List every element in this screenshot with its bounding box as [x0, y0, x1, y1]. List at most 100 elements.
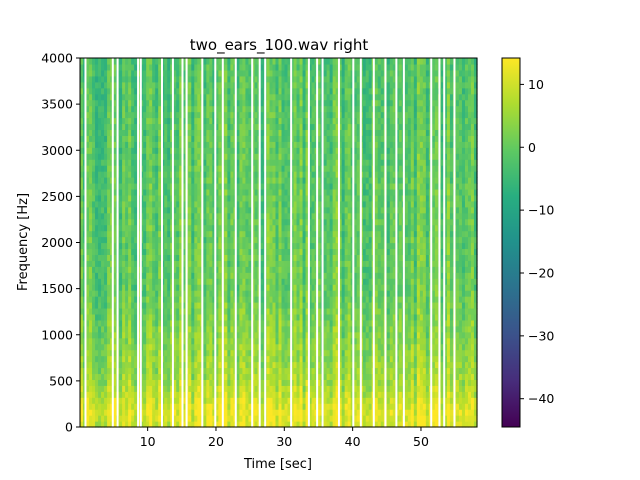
spectrogram-cell	[89, 123, 93, 131]
spectrogram-cell	[167, 397, 171, 404]
spectrogram-cell	[224, 224, 228, 232]
spectrogram-cell	[119, 355, 123, 363]
spectrogram-cell	[173, 224, 177, 232]
spectrogram-cell	[197, 129, 201, 136]
spectrogram-cell	[152, 69, 156, 77]
spectrogram-cell	[173, 325, 177, 333]
spectrogram-cell	[155, 218, 159, 226]
spectrogram-cell	[212, 177, 216, 184]
spectrogram-cell	[158, 177, 162, 184]
spectrogram-cell	[179, 236, 183, 244]
spectrogram-cell	[212, 313, 216, 321]
spectrogram-cell	[227, 182, 231, 190]
spectrogram-cell	[203, 337, 207, 345]
spectrogram-cell	[194, 343, 198, 351]
spectrogram-cell	[209, 58, 213, 65]
spectrogram-cell	[125, 391, 129, 398]
spectrogram-cell	[92, 349, 96, 357]
spectrogram-cell	[140, 391, 144, 398]
spectrogram-cell	[107, 159, 111, 166]
spectrogram-cell	[173, 385, 177, 392]
spectrogram-cell	[125, 278, 129, 285]
spectrogram-cell	[203, 135, 207, 142]
spectrogram-cell	[176, 182, 180, 190]
spectrogram-cell	[140, 361, 144, 369]
spectrogram-cell	[182, 129, 186, 136]
spectrogram-cell	[164, 117, 168, 125]
spectrogram-cell	[113, 349, 117, 357]
spectrogram-cell	[95, 159, 99, 166]
spectrogram-cell	[107, 75, 111, 83]
spectrogram-cell	[236, 284, 240, 291]
spectrogram-cell	[143, 159, 147, 166]
spectrogram-cell	[98, 75, 102, 83]
spectrogram-cell	[89, 373, 93, 380]
spectrogram-cell	[119, 296, 123, 303]
spectrogram-cell	[251, 337, 256, 345]
spectrogram-cell	[176, 218, 180, 226]
spectrogram-cell	[230, 373, 234, 380]
spectrogram-cell	[242, 218, 247, 226]
spectrogram-cell	[182, 272, 186, 279]
spectrogram-cell	[80, 153, 84, 160]
spectrogram-cell	[224, 147, 228, 154]
spectrogram-cell	[104, 278, 108, 285]
spectrogram-cell	[206, 361, 210, 369]
spectrogram-cell	[179, 260, 183, 267]
spectrogram-cell	[80, 266, 84, 273]
spectrogram-cell	[113, 266, 117, 273]
spectrogram-cell	[149, 415, 153, 422]
spectrogram-cell	[173, 296, 177, 303]
spectrogram-cell	[80, 331, 84, 339]
spectrogram-cell	[194, 409, 198, 416]
spectrogram-cell	[125, 248, 129, 255]
spectrogram-cell	[215, 87, 219, 95]
spectrogram-cell	[140, 296, 144, 303]
spectrogram-cell	[140, 194, 144, 202]
spectrogram-cell	[146, 391, 150, 398]
spectrogram-cell	[158, 159, 162, 166]
spectrogram-cell	[203, 182, 207, 190]
spectrogram-cell	[146, 58, 150, 65]
spectrogram-cell	[107, 212, 111, 220]
spectrogram-cell	[176, 260, 180, 267]
spectrogram-cell	[236, 266, 240, 273]
spectrogram-cell	[134, 272, 138, 279]
spectrogram-cell	[167, 111, 171, 119]
spectrogram-cell	[89, 415, 93, 422]
spectrogram-cell	[188, 141, 192, 148]
spectrogram-cell	[104, 379, 108, 386]
spectrogram-cell	[206, 194, 210, 202]
spectrogram-cell	[236, 147, 240, 154]
spectrogram-cell	[107, 260, 111, 267]
spectrogram-cell	[245, 141, 250, 148]
spectrogram-cell	[89, 165, 93, 172]
spectrogram-cell	[203, 141, 207, 148]
spectrogram-cell	[215, 296, 219, 303]
spectrogram-cell	[155, 224, 159, 232]
spectrogram-cell	[206, 242, 210, 250]
spectrogram-cell	[164, 63, 168, 71]
spectrogram-cell	[215, 81, 219, 89]
spectrogram-cell	[209, 290, 213, 297]
spectrogram-cell	[146, 302, 150, 309]
spectrogram-cell	[242, 373, 247, 380]
spectrogram-cell	[104, 349, 108, 357]
spectrogram-cell	[143, 421, 147, 428]
spectrogram-cell	[251, 373, 256, 380]
spectrogram-cell	[146, 266, 150, 273]
spectrogram-cell	[242, 307, 247, 315]
spectrogram-cell	[164, 200, 168, 208]
spectrogram-cell	[188, 212, 192, 220]
spectrogram-cell	[254, 349, 259, 357]
spectrogram-cell	[80, 75, 84, 83]
spectrogram-cell	[122, 165, 126, 172]
spectrogram-cell	[197, 313, 201, 321]
spectrogram-cell	[113, 63, 117, 71]
spectrogram-cell	[248, 153, 253, 160]
spectrogram-cell	[236, 224, 240, 232]
spectrogram-cell	[113, 254, 117, 261]
spectrogram-cell	[131, 385, 135, 392]
spectrogram-cell	[215, 307, 219, 315]
spectrogram-cell	[230, 159, 234, 166]
